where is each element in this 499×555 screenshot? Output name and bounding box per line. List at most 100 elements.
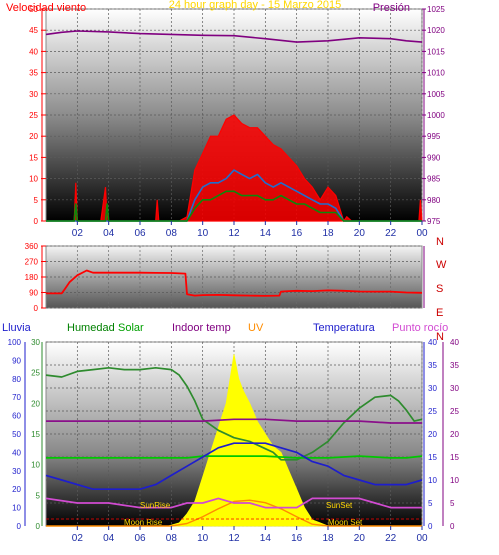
rain-y-tick-label: 30	[12, 467, 21, 476]
pressure-y-tick-label: 995	[427, 132, 441, 141]
wind-x-tick-label: 10	[197, 228, 209, 239]
temperature-x-tick-label: 02	[72, 533, 84, 544]
series-direction	[46, 269, 423, 297]
dewpoint-y-tick-label: 25	[450, 407, 459, 416]
humidity-y-tick-label: 25	[31, 369, 40, 378]
humidity-y-tick-label: 20	[31, 399, 40, 408]
compass-label: S	[436, 283, 443, 295]
wind-y-tick-label: 40	[29, 47, 38, 56]
series-viento	[46, 169, 422, 222]
temp-y-tick-label: 5	[428, 499, 433, 508]
wind-x-tick-label: 06	[134, 228, 146, 239]
compass-label: W	[436, 259, 447, 271]
direction-y-tick-label: 90	[29, 289, 38, 298]
wind-y-tick-label: 0	[34, 217, 39, 226]
temperature-x-tick-label: 04	[103, 533, 115, 544]
sunset-label: SunSet	[326, 501, 353, 510]
temperature-x-tick-label: 12	[228, 533, 240, 544]
compass-label: N	[436, 236, 444, 248]
legend-item: Indoor temp	[172, 322, 231, 334]
direction-series	[46, 269, 423, 297]
series-temperatura	[45, 442, 423, 491]
series-humedad	[45, 366, 423, 461]
wind-y-tick-label: 30	[29, 90, 38, 99]
legend-item: Punto rocío	[392, 322, 448, 334]
temperature-x-tick-label: 14	[260, 533, 272, 544]
wind-x-tick-label: 18	[322, 228, 334, 239]
direction-grid	[46, 245, 422, 309]
wind-axis-ticks: 0510152025303540455097598098599099510001…	[29, 5, 445, 239]
wind-speed-axis-label: Velocidad viento	[6, 2, 86, 14]
pressure-y-tick-label: 1015	[427, 47, 445, 56]
wind-y-tick-label: 10	[29, 175, 38, 184]
temperature-x-tick-label: 10	[197, 533, 209, 544]
temperature-x-tick-label: 16	[291, 533, 303, 544]
series-indoor-temp	[46, 418, 422, 424]
pressure-axis-label: Presión	[373, 2, 410, 14]
sun-moon-annotations: SunRise SunSet Moon Rise Moon Set	[46, 501, 422, 527]
temp-y-tick-label: 40	[428, 338, 437, 347]
temp-y-tick-label: 35	[428, 361, 437, 370]
wind-y-tick-label: 15	[29, 153, 38, 162]
wind-x-tick-label: 22	[385, 228, 397, 239]
wind-series	[45, 30, 423, 223]
pressure-y-tick-label: 990	[427, 153, 441, 162]
wind-x-tick-label: 12	[228, 228, 240, 239]
series-presión	[45, 30, 423, 43]
pressure-y-tick-label: 1010	[427, 69, 445, 78]
rain-y-tick-label: 10	[12, 504, 21, 513]
series-uv	[46, 499, 422, 527]
dewpoint-y-tick-label: 30	[450, 384, 459, 393]
pressure-y-tick-label: 980	[427, 196, 441, 205]
pressure-y-tick-label: 1025	[427, 5, 445, 14]
solar-radiation-area	[46, 354, 422, 527]
wind-x-tick-label: 02	[72, 228, 84, 239]
pressure-y-tick-label: 985	[427, 175, 441, 184]
wind-y-tick-label: 5	[34, 196, 39, 205]
wind-y-tick-label: 20	[29, 132, 38, 141]
chart-title: 24 hour graph day - 15 Marzo 2015	[169, 0, 341, 11]
humidity-y-tick-label: 10	[31, 461, 40, 470]
wind-y-tick-label: 25	[29, 111, 38, 120]
rain-y-tick-label: 20	[12, 485, 21, 494]
humidity-y-tick-label: 30	[31, 338, 40, 347]
legend-item: Solar	[118, 322, 144, 334]
pressure-y-tick-label: 1020	[427, 26, 445, 35]
direction-y-tick-label: 270	[25, 258, 39, 267]
wind-pressure-chart: 0510152025303540455097598098599099510001…	[6, 0, 445, 239]
dewpoint-y-tick-label: 20	[450, 430, 459, 439]
wind-x-tick-label: 08	[166, 228, 178, 239]
temp-y-tick-label: 30	[428, 384, 437, 393]
compass-label: E	[436, 307, 443, 319]
temperature-humidity-chart: 02 04 06 08 10 12 14 16 18 20 22 000102030405060708…	[2, 322, 459, 544]
wind-x-tick-label: 16	[291, 228, 303, 239]
wind-x-tick-label: 04	[103, 228, 115, 239]
dewpoint-y-tick-label: 40	[450, 338, 459, 347]
moonrise-label: Moon Rise	[124, 518, 163, 527]
humidity-y-tick-label: 15	[31, 430, 40, 439]
temp-y-tick-label: 15	[428, 453, 437, 462]
rain-y-tick-label: 50	[12, 430, 21, 439]
temp-y-tick-label: 0	[428, 522, 433, 531]
direction-y-tick-label: 360	[25, 242, 39, 251]
dewpoint-y-tick-label: 10	[450, 476, 459, 485]
dewpoint-y-tick-label: 15	[450, 453, 459, 462]
humidity-y-tick-label: 0	[36, 522, 41, 531]
temperature-x-tick-label: 00	[416, 533, 428, 544]
direction-y-tick-label: 180	[25, 273, 39, 282]
rain-y-tick-label: 0	[17, 522, 22, 531]
pressure-y-tick-label: 975	[427, 217, 441, 226]
dewpoint-y-tick-label: 35	[450, 361, 459, 370]
direction-y-tick-label: 0	[34, 304, 39, 313]
dewpoint-y-tick-label: 5	[450, 499, 455, 508]
temperature-x-tick-label: 06	[134, 533, 146, 544]
compass-label: N	[436, 331, 444, 343]
rain-y-tick-label: 60	[12, 412, 21, 421]
legend-item: Humedad	[67, 322, 115, 334]
sunrise-label: SunRise	[140, 501, 171, 510]
series-punto-rocío	[45, 497, 422, 509]
legend-item: Lluvia	[2, 322, 32, 334]
